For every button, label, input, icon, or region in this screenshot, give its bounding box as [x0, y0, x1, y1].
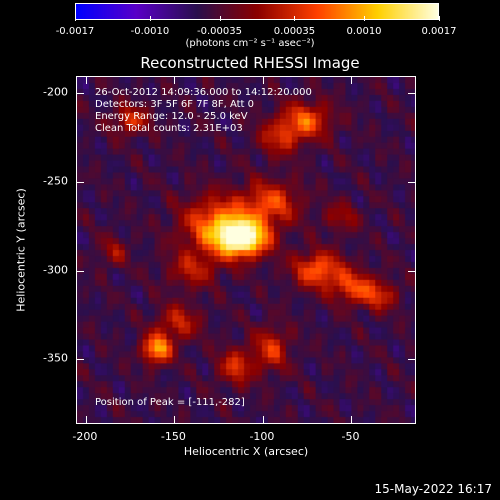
x-tick-mark: [263, 77, 264, 84]
x-tick-mark: [351, 77, 352, 84]
timestamp: 15-May-2022 16:17: [375, 482, 492, 496]
y-tick-mark: [77, 93, 84, 94]
colorbar-tick-label: 0.0010: [347, 26, 382, 37]
colorbar-tick-mark: [75, 16, 76, 21]
x-tick-label: -150: [161, 430, 186, 443]
y-tick-mark: [408, 271, 415, 272]
colorbar-tick-label: 0.00035: [274, 26, 315, 37]
x-tick-label: -200: [72, 430, 97, 443]
x-tick-mark: [86, 77, 87, 84]
info-energy-range: Energy Range: 12.0 - 25.0 keV: [95, 111, 248, 122]
y-tick-mark: [77, 271, 84, 272]
colorbar-tick-mark: [150, 16, 151, 21]
colorbar-tick-mark: [220, 16, 221, 21]
x-tick-mark: [263, 416, 264, 423]
y-tick-label: -200: [43, 85, 68, 98]
colorbar-tick-label: -0.00035: [197, 26, 242, 37]
info-clean-counts: Clean Total counts: 2.31E+03: [95, 123, 243, 134]
info-detectors: Detectors: 3F 5F 6F 7F 8F, Att 0: [95, 99, 254, 110]
y-axis-label: Heliocentric Y (arcsec): [15, 188, 28, 312]
y-tick-mark: [408, 182, 415, 183]
colorbar-tick-label: 0.0017: [422, 26, 457, 37]
y-tick-mark: [408, 359, 415, 360]
y-tick-label: -250: [43, 174, 68, 187]
y-tick-label: -350: [43, 352, 68, 365]
peak-position-label: Position of Peak = [-111,-282]: [95, 397, 245, 408]
plot-title: Reconstructed RHESSI Image: [140, 54, 359, 72]
colorbar-units: (photons cm⁻² s⁻¹ asec⁻²): [185, 38, 314, 49]
y-tick-mark: [77, 182, 84, 183]
x-tick-label: -100: [249, 430, 274, 443]
x-axis-label: Heliocentric X (arcsec): [184, 445, 308, 458]
y-tick-mark: [77, 359, 84, 360]
colorbar: [75, 3, 439, 20]
x-tick-mark: [174, 77, 175, 84]
colorbar-tick-label: -0.0010: [131, 26, 170, 37]
y-tick-mark: [408, 93, 415, 94]
info-time-range: 26-Oct-2012 14:09:36.000 to 14:12:20.000: [95, 87, 312, 98]
colorbar-tick-label: -0.0017: [56, 26, 95, 37]
colorbar-tick-mark: [439, 16, 440, 21]
x-tick-mark: [86, 416, 87, 423]
y-tick-label: -300: [43, 263, 68, 276]
x-tick-label: -50: [341, 430, 359, 443]
colorbar-tick-mark: [294, 16, 295, 21]
x-tick-mark: [174, 416, 175, 423]
x-tick-mark: [351, 416, 352, 423]
colorbar-tick-mark: [364, 16, 365, 21]
